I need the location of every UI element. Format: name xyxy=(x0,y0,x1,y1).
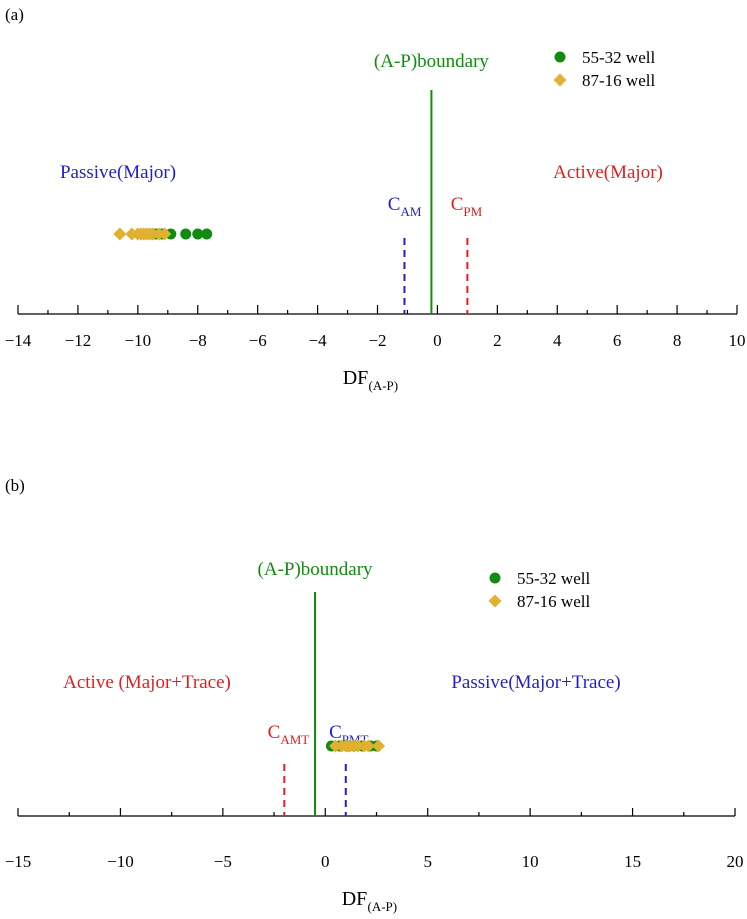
chart-panel-a: (a) −14 −12 −10 −8 −6 −4 −2 0 2 4 6 8 10 DF (A-P) (A-P)b… xyxy=(5,5,746,393)
x-tick-label: 0 xyxy=(321,852,330,871)
ap-boundary-label: (A-P)boundary xyxy=(374,51,490,72)
x-tick-label: 15 xyxy=(624,852,641,871)
legend-label: 87-16 well xyxy=(517,592,590,611)
legend-marker-circle xyxy=(554,51,566,63)
cutoff-label-subscript: AM xyxy=(400,204,421,219)
x-tick-label: −2 xyxy=(368,331,386,350)
x-tick-label: −15 xyxy=(5,852,32,871)
x-tick-label: 10 xyxy=(729,331,746,350)
cutoff-label: C xyxy=(388,194,401,215)
x-tick-label: 6 xyxy=(613,331,622,350)
region-label-right: Passive(Major+Trace) xyxy=(451,672,620,693)
x-tick-label: −6 xyxy=(249,331,267,350)
region-label-right: Active(Major) xyxy=(553,162,663,183)
cutoff-label: C xyxy=(451,194,464,215)
data-point-55-32-well xyxy=(180,228,192,240)
legend-label: 87-16 well xyxy=(582,71,655,90)
panel-label: (b) xyxy=(5,476,25,495)
x-tick-label: −10 xyxy=(125,331,152,350)
x-axis-title: DF xyxy=(343,367,369,389)
x-axis-title: DF xyxy=(342,888,368,910)
x-tick-label: −12 xyxy=(65,331,92,350)
ap-boundary-label: (A-P)boundary xyxy=(258,559,374,580)
data-point-87-16-well xyxy=(361,739,375,753)
x-tick-label: 5 xyxy=(423,852,432,871)
x-tick-label: −10 xyxy=(107,852,134,871)
panel-label: (a) xyxy=(5,5,24,24)
cutoff-label-subscript: PM xyxy=(463,204,482,219)
legend-label: 55-32 well xyxy=(582,48,655,67)
data-point-87-16-well xyxy=(113,227,127,241)
x-tick-label: −5 xyxy=(214,852,232,871)
legend-label: 55-32 well xyxy=(517,569,590,588)
x-axis-title-subscript: (A-P) xyxy=(369,378,399,393)
region-label-left: Active (Major+Trace) xyxy=(63,672,231,693)
x-tick-label: 10 xyxy=(522,852,539,871)
data-point-55-32-well xyxy=(201,228,213,240)
legend-marker-diamond xyxy=(553,73,567,87)
x-axis-title-subscript: (A-P) xyxy=(368,899,398,914)
x-tick-label: 0 xyxy=(433,331,442,350)
cutoff-label: C xyxy=(329,722,342,743)
chart-panel-b: (b) −15 −10 −5 0 5 10 15 20 DF (A-P) (A-P)boundary C… xyxy=(5,476,744,914)
x-tick-label: −8 xyxy=(189,331,207,350)
x-tick-label: 8 xyxy=(673,331,682,350)
legend-marker-diamond xyxy=(488,594,502,608)
x-tick-label: −14 xyxy=(5,331,32,350)
data-point-55-32-well xyxy=(192,228,204,240)
legend-marker-circle xyxy=(489,572,501,584)
x-tick-label: 4 xyxy=(553,331,562,350)
cutoff-label-subscript: AMT xyxy=(280,732,309,747)
region-label-left: Passive(Major) xyxy=(60,162,176,183)
x-tick-label: 2 xyxy=(493,331,502,350)
data-point-87-16-well xyxy=(158,227,172,241)
x-tick-label: −4 xyxy=(309,331,328,350)
cutoff-label: C xyxy=(268,722,281,743)
data-point-87-16-well xyxy=(372,739,386,753)
x-tick-label: 20 xyxy=(727,852,744,871)
